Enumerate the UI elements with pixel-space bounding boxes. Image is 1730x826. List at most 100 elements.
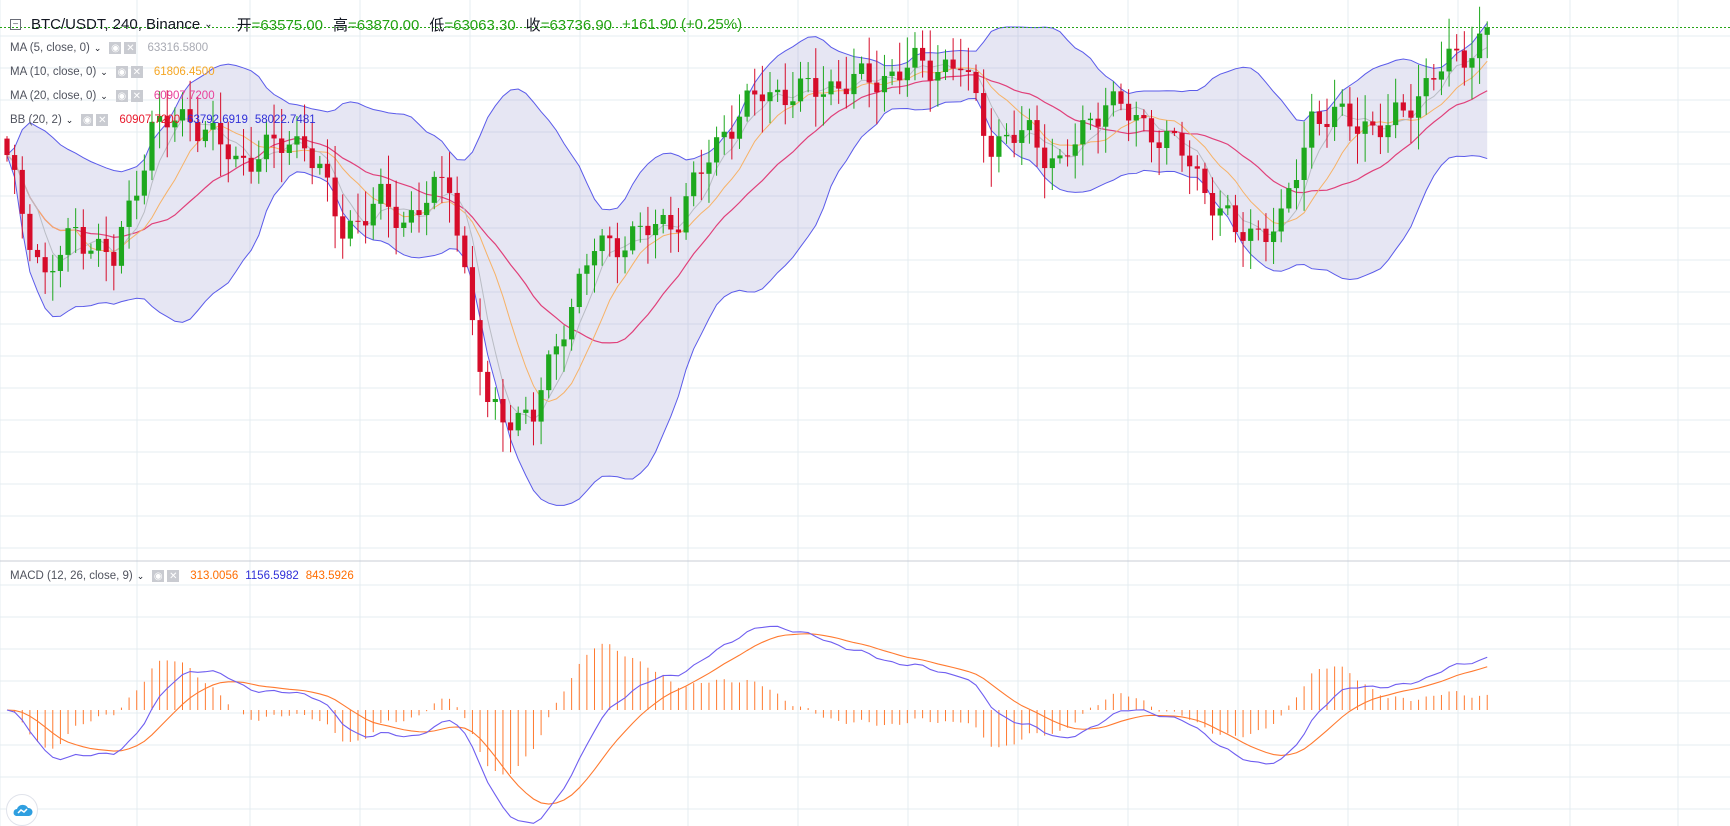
candle-body: [1255, 228, 1261, 230]
candle-body: [1423, 78, 1429, 97]
candle-body: [820, 94, 827, 97]
candle-body: [225, 144, 231, 160]
candle-body: [286, 144, 292, 153]
eye-icon[interactable]: ◉: [81, 114, 94, 126]
close-icon[interactable]: ✕: [167, 570, 180, 582]
candle-body: [1400, 102, 1406, 111]
indicator-ma5[interactable]: MA (5, close, 0) ⌄ ◉ ✕ 63316.5800: [10, 42, 208, 54]
candle-body: [881, 75, 888, 93]
candle-body: [981, 93, 987, 136]
close-icon[interactable]: ✕: [130, 90, 143, 102]
candle-body: [851, 73, 857, 95]
chevron-down-icon[interactable]: ⌄: [136, 570, 145, 581]
indicator-ma20[interactable]: MA (20, close, 0) ⌄ ◉ ✕ 60907.7200: [10, 90, 215, 102]
open-value: =63575.00: [251, 17, 323, 34]
candle-body: [1377, 125, 1383, 138]
close-icon[interactable]: ✕: [130, 66, 143, 78]
candle-body: [1194, 166, 1200, 169]
candle-body: [759, 94, 765, 102]
candle-body: [935, 72, 941, 81]
candle-body: [324, 163, 331, 178]
candle-body: [57, 254, 64, 271]
indicator-label[interactable]: BB (20, 2): [10, 114, 62, 126]
chevron-down-icon[interactable]: ⌄: [93, 42, 102, 53]
macd-line: [6, 625, 1488, 824]
candle-body: [866, 63, 872, 83]
close-icon[interactable]: ✕: [96, 114, 109, 126]
candle-body: [660, 214, 666, 225]
indicator-macd[interactable]: MACD (12, 26, close, 9) ⌄ ◉ ✕ 313.0056 115…: [10, 570, 354, 582]
candle-body: [858, 63, 865, 74]
chevron-down-icon[interactable]: ⌄: [204, 19, 213, 30]
candle-body: [973, 71, 979, 94]
symbol-title[interactable]: BTC/USDT, 240, Binance: [31, 16, 201, 33]
candle-body: [424, 202, 430, 216]
candle-body: [42, 257, 48, 273]
candle-body: [897, 71, 903, 81]
chevron-down-icon[interactable]: ⌄: [100, 90, 108, 101]
candle-body: [111, 252, 117, 266]
indicator-bb[interactable]: BB (20, 2) ⌄ ◉ ✕ 60907.7200 63792.6919 580…: [10, 114, 316, 126]
indicator-value: 63792.6919: [187, 114, 248, 126]
candle-body: [1438, 71, 1445, 80]
candle-body: [347, 220, 353, 239]
close-icon[interactable]: ✕: [124, 42, 137, 54]
candle-body: [446, 177, 453, 193]
candle-body: [988, 135, 994, 157]
candle-body: [782, 89, 788, 106]
candle-body: [675, 229, 682, 233]
candle-body: [1385, 125, 1391, 138]
candle-body: [569, 307, 575, 340]
candle-body: [462, 235, 468, 268]
candle-body: [1209, 193, 1216, 216]
candle-body: [1202, 168, 1208, 194]
eye-icon[interactable]: ◉: [152, 570, 165, 582]
candle-body: [1370, 121, 1376, 126]
indicator-ma10[interactable]: MA (10, close, 0) ⌄ ◉ ✕ 61806.4500: [10, 66, 215, 78]
candle-body: [1301, 147, 1307, 181]
candle-body: [1095, 118, 1101, 127]
indicator-label[interactable]: MA (5, close, 0): [10, 42, 90, 54]
candle-body: [248, 157, 254, 172]
indicator-value: 60907.7200: [153, 90, 215, 102]
candle-body: [469, 267, 476, 321]
indicator-label[interactable]: MACD (12, 26, close, 9): [10, 570, 133, 582]
candle-body: [698, 172, 704, 174]
collapse-square-icon[interactable]: −: [10, 19, 21, 30]
chevron-down-icon[interactable]: ⌄: [65, 114, 74, 125]
candle-body: [1057, 155, 1063, 159]
candle-body: [279, 138, 285, 153]
candle-body: [1339, 103, 1345, 107]
candle-body: [1225, 205, 1231, 209]
candle-body: [1133, 115, 1139, 121]
candle-body: [713, 137, 720, 163]
candle-body: [920, 47, 926, 61]
candle-body: [645, 225, 651, 236]
candle-body: [27, 213, 33, 250]
candle-body: [1034, 120, 1040, 148]
candle-body: [195, 121, 201, 142]
indicator-value: 1156.5982: [245, 570, 299, 582]
macd-histogram: [14, 643, 1488, 775]
candle-body: [1393, 102, 1399, 126]
chevron-down-icon[interactable]: ⌄: [100, 66, 108, 77]
eye-icon[interactable]: ◉: [115, 66, 128, 78]
candle-body: [370, 203, 376, 226]
candle-body: [1087, 118, 1094, 121]
eye-icon[interactable]: ◉: [109, 42, 122, 54]
candle-body: [1278, 208, 1284, 232]
candle-body: [80, 226, 86, 254]
candlesticks: [4, 6, 1490, 453]
candle-body: [301, 136, 308, 149]
candle-body: [1248, 228, 1254, 241]
eye-icon[interactable]: ◉: [115, 90, 128, 102]
candle-body: [141, 170, 147, 196]
candle-body: [1446, 48, 1452, 72]
indicator-label[interactable]: MA (20, close, 0): [10, 90, 97, 102]
indicator-label[interactable]: MA (10, close, 0): [10, 66, 97, 78]
candle-body: [996, 136, 1002, 157]
candle-body: [599, 235, 605, 252]
macd-lines: [6, 625, 1488, 824]
indicator-value: 313.0056: [190, 570, 239, 582]
